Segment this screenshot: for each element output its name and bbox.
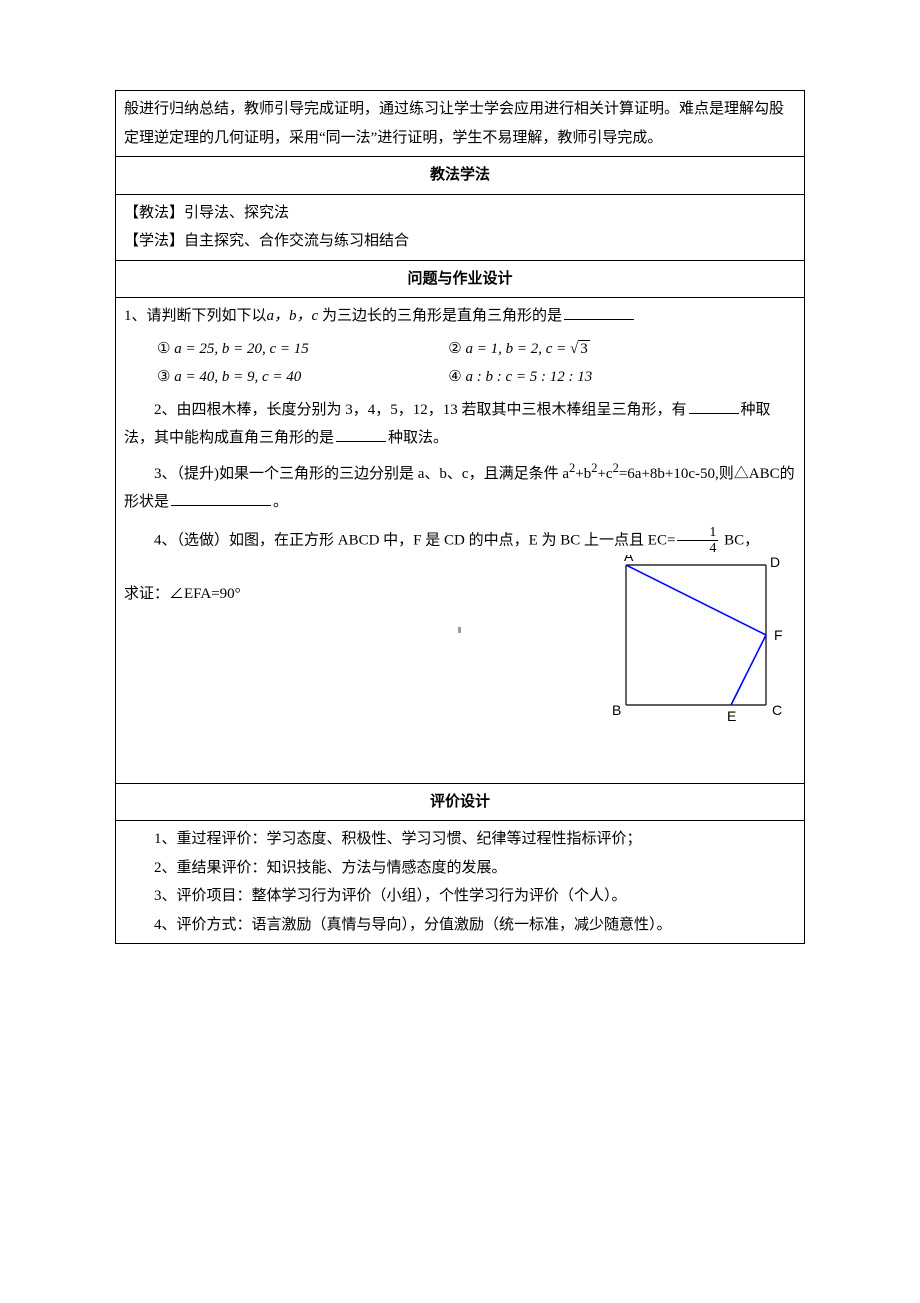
q1-rest: 为三边长的三角形是直角三角形的是 [318, 308, 562, 324]
methods-cell: 【教法】引导法、探究法 【学法】自主探究、合作交流与练习相结合 [116, 194, 805, 260]
c4-math: a : b : c = 5 : 12 : 13 [466, 369, 593, 385]
eval-item: 4、评价方式：语言激励（真情与导向），分值激励（统一标准，减少随意性）。 [154, 911, 796, 940]
c4-num: ④ [448, 369, 461, 385]
q4-b: BC， [720, 532, 759, 548]
q1-line: 1、请判断下列如下以a，b，c 为三边长的三角形是直角三角形的是 [124, 302, 796, 331]
teach-method-line: 【教法】引导法、探究法 [124, 199, 796, 228]
frac-num: 1 [677, 525, 718, 541]
q2-a: 2、由四根木棒，长度分别为 3，4，5，12，13 若取其中三根木棒组呈三角形，… [154, 402, 687, 418]
choice-3: ③ a = 40, b = 9, c = 40 [157, 363, 445, 392]
q3-line: 3、（提升)如果一个三角形的三边分别是 a、b、c，且满足条件 a2+b2+c2… [124, 457, 796, 517]
learn-text: 自主探究、合作交流与练习相结合 [184, 233, 409, 249]
choice-4: ④ a : b : c = 5 : 12 : 13 [448, 363, 736, 392]
svg-text:F: F [774, 627, 783, 643]
q2-c: 种取法。 [388, 430, 448, 446]
q3-plus-c: +c [597, 466, 612, 482]
c3-num: ③ [157, 369, 170, 385]
intro-text: 般进行归纳总结，教师引导完成证明，通过练习让学士学会应用进行相关计算证明。难点是… [124, 101, 784, 146]
q1-intro: 1、请判断下列如下以 [124, 308, 267, 324]
eval-item: 2、重结果评价：知识技能、方法与情感态度的发展。 [154, 854, 796, 883]
learn-method-line: 【学法】自主探究、合作交流与练习相结合 [124, 227, 796, 256]
svg-text:B: B [612, 702, 621, 718]
heading-homework: 问题与作业设计 [116, 260, 805, 298]
q4-a: 4、（选做）如图，在正方形 ABCD 中，F 是 CD 的中点，E 为 BC 上… [154, 532, 675, 548]
choice-2: ② a = 1, b = 2, c = √3 [448, 335, 736, 364]
geo-svg: A D B C E F [591, 555, 786, 725]
svg-text:E: E [727, 708, 736, 724]
svg-text:A: A [624, 555, 634, 564]
geometry-figure: A D B C E F [591, 555, 786, 736]
c2-math-pre: a = 1, b = 2, c = [466, 341, 571, 357]
q3-a: 3、（提升)如果一个三角形的三边分别是 a、b、c，且满足条件 a [154, 466, 569, 482]
teach-label: 【教法】 [124, 205, 184, 221]
c2-sqrt-arg: 3 [578, 340, 590, 357]
q4-fraction: 14 [677, 525, 718, 557]
q4-line1: 4、（选做）如图，在正方形 ABCD 中，F 是 CD 的中点，E 为 BC 上… [124, 525, 796, 557]
svg-text:D: D [770, 555, 780, 570]
eval-cell: 1、重过程评价：学习态度、积极性、学习习惯、纪律等过程性指标评价； 2、重结果评… [116, 821, 805, 944]
q2-line: 2、由四根木棒，长度分别为 3，4，5，12，13 若取其中三根木棒组呈三角形，… [124, 396, 796, 453]
c2-num: ② [448, 341, 461, 357]
teach-text: 引导法、探究法 [184, 205, 289, 221]
c1-num: ① [157, 341, 170, 357]
c3-math: a = 40, b = 9, c = 40 [174, 369, 301, 385]
document-table: 般进行归纳总结，教师引导完成证明，通过练习让学士学会应用进行相关计算证明。难点是… [115, 90, 805, 944]
q1-blank [564, 305, 634, 320]
heading-eval: 评价设计 [116, 783, 805, 821]
heading-methods: 教法学法 [116, 157, 805, 195]
learn-label: 【学法】 [124, 233, 184, 249]
choice-1: ① a = 25, b = 20, c = 15 [157, 335, 445, 364]
eval-list: 1、重过程评价：学习态度、积极性、学习习惯、纪律等过程性指标评价； 2、重结果评… [124, 825, 796, 939]
q3-c: 。 [273, 494, 288, 510]
q4-prove: 求证：∠EFA=90° [124, 586, 241, 602]
q2-blank1 [689, 399, 739, 414]
c1-math: a = 25, b = 20, c = 15 [174, 341, 309, 357]
homework-cell: 1、请判断下列如下以a，b，c 为三边长的三角形是直角三角形的是 ① a = 2… [116, 298, 805, 784]
choice-row-2: ③ a = 40, b = 9, c = 40 ④ a : b : c = 5 … [124, 363, 796, 392]
q1-vars: a，b，c [267, 308, 319, 324]
choice-row-1: ① a = 25, b = 20, c = 15 ② a = 1, b = 2,… [124, 335, 796, 364]
eval-item: 1、重过程评价：学习态度、积极性、学习习惯、纪律等过程性指标评价； [154, 825, 796, 854]
q3-plus-b: +b [575, 466, 591, 482]
row-intro: 般进行归纳总结，教师引导完成证明，通过练习让学士学会应用进行相关计算证明。难点是… [116, 91, 805, 157]
q3-blank [171, 491, 271, 506]
q4-wrap: 4、（选做）如图，在正方形 ABCD 中，F 是 CD 的中点，E 为 BC 上… [124, 525, 796, 779]
q2-blank2 [336, 427, 386, 442]
page-mark-icon [458, 627, 461, 633]
svg-text:C: C [772, 702, 782, 718]
eval-item: 3、评价项目：整体学习行为评价（小组），个性学习行为评价（个人）。 [154, 882, 796, 911]
